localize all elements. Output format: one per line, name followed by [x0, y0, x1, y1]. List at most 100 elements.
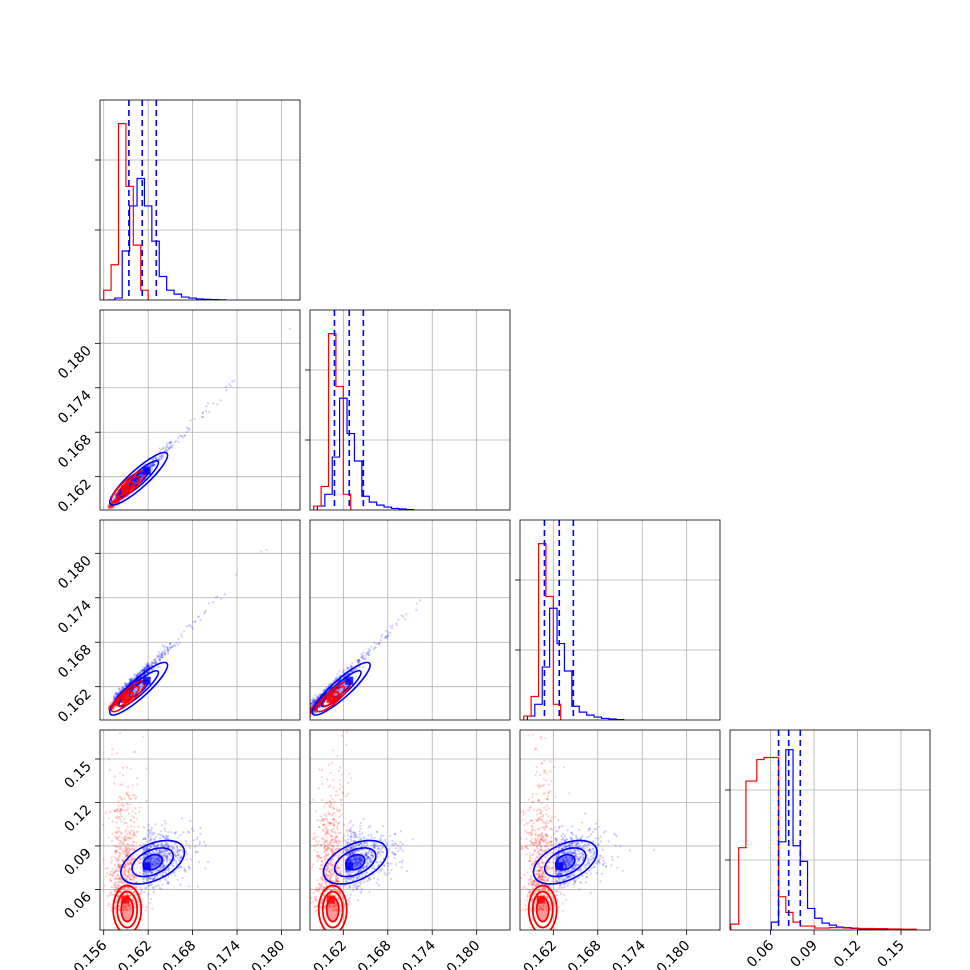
scatter-point	[135, 880, 139, 884]
scatter-point	[200, 415, 204, 419]
scatter-point	[116, 496, 120, 500]
scatter-point	[164, 871, 167, 874]
scatter-point	[139, 886, 142, 890]
scatter-point	[162, 864, 166, 867]
scatter-point	[166, 652, 170, 655]
scatter-point	[161, 864, 164, 868]
scatter-point	[169, 642, 172, 645]
scatter-point	[305, 714, 307, 716]
scatter-point	[158, 836, 162, 840]
scatter-point	[132, 875, 135, 878]
scatter-point	[110, 505, 113, 508]
scatter-point	[111, 505, 115, 508]
scatter-point	[314, 707, 317, 710]
scatter-point	[127, 843, 130, 846]
scatter-point	[169, 646, 172, 649]
scatter-point	[182, 630, 186, 633]
scatter-point	[117, 864, 120, 867]
scatter-point	[126, 825, 129, 828]
scatter-point	[123, 804, 126, 807]
scatter-point	[116, 497, 119, 500]
scatter-point	[377, 643, 380, 646]
scatter-point	[314, 707, 317, 710]
scatter-point	[347, 666, 350, 669]
scatter-point	[134, 477, 137, 481]
scatter-point	[125, 893, 128, 896]
histogram-blue	[316, 397, 415, 510]
histogram-red	[313, 333, 352, 510]
scatter-point	[357, 660, 360, 663]
scatter-point	[117, 496, 120, 499]
scatter-point	[110, 861, 113, 864]
scatter-point	[305, 714, 307, 716]
scatter-point	[231, 380, 234, 383]
scatter-point	[306, 713, 308, 715]
scatter-point	[163, 819, 166, 823]
scatter-point	[141, 669, 144, 672]
scatter-point	[151, 464, 154, 467]
scatter-point	[206, 401, 210, 405]
scatter-point	[114, 849, 117, 852]
scatter-point	[168, 852, 172, 856]
scatter-point	[141, 847, 145, 850]
scatter-point	[115, 496, 118, 500]
scatter-point	[164, 822, 167, 825]
scatter-point	[196, 850, 200, 854]
scatter-point	[233, 379, 236, 382]
scatter-point	[133, 480, 136, 483]
scatter-point	[163, 855, 167, 858]
scatter-point	[109, 505, 113, 508]
scatter-point	[166, 649, 169, 652]
scatter-panel-4-1	[99, 729, 301, 931]
scatter-point	[132, 816, 135, 819]
scatter-point	[145, 847, 149, 851]
scatter-point	[188, 831, 191, 834]
scatter-point	[188, 846, 192, 849]
scatter-point	[187, 429, 190, 432]
scatter-point	[119, 877, 122, 880]
scatter-point	[166, 882, 169, 885]
scatter-point	[145, 871, 148, 874]
scatter-point	[151, 857, 154, 860]
scatter-point	[114, 696, 117, 699]
scatter-point	[150, 852, 153, 855]
scatter-point	[131, 873, 134, 876]
scatter-point	[306, 714, 308, 716]
scatter-point	[306, 715, 308, 717]
scatter-point	[305, 714, 307, 716]
scatter-point	[115, 859, 119, 862]
scatter-point	[173, 854, 177, 857]
scatter-point	[158, 850, 161, 853]
scatter-point	[126, 851, 129, 854]
scatter-point	[158, 659, 162, 662]
scatter-point	[118, 866, 121, 869]
scatter-point	[113, 863, 117, 866]
scatter-point	[113, 697, 116, 700]
scatter-point	[314, 698, 317, 702]
scatter-point	[114, 901, 117, 904]
scatter-point	[107, 902, 111, 905]
scatter-point	[115, 838, 119, 841]
scatter-point	[109, 505, 112, 509]
scatter-point	[223, 593, 226, 596]
scatter-point	[142, 669, 145, 672]
scatter-point	[201, 415, 205, 418]
scatter-point	[133, 480, 136, 483]
scatter-point	[126, 876, 129, 879]
scatter-point	[133, 479, 136, 482]
scatter-point	[160, 844, 163, 847]
scatter-point	[180, 817, 184, 820]
scatter-point	[134, 480, 137, 483]
scatter-point	[184, 870, 187, 874]
scatter-point	[115, 831, 119, 834]
scatter-point	[130, 858, 133, 861]
scatter-point	[158, 851, 161, 854]
scatter-point	[168, 442, 172, 445]
scatter-point	[364, 657, 367, 660]
scatter-point	[128, 876, 131, 879]
scatter-point	[107, 904, 110, 907]
scatter-point	[313, 707, 317, 711]
scatter-point	[154, 823, 157, 826]
scatter-point	[106, 867, 110, 870]
scatter-point	[110, 753, 114, 756]
